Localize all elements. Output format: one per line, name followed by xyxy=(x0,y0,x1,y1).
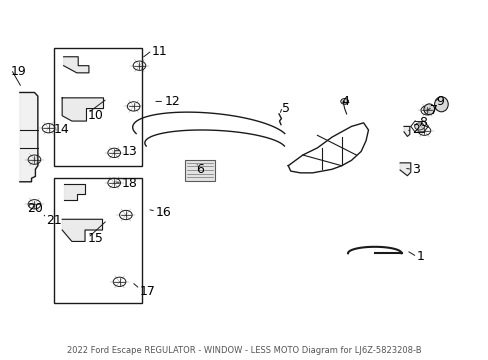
Circle shape xyxy=(340,99,348,104)
Polygon shape xyxy=(63,57,89,73)
Text: 11: 11 xyxy=(152,45,167,58)
Text: 3: 3 xyxy=(411,163,419,176)
Bar xyxy=(54,178,142,303)
Text: 20: 20 xyxy=(27,202,42,215)
Polygon shape xyxy=(62,98,103,121)
Text: 15: 15 xyxy=(88,233,103,246)
Text: 13: 13 xyxy=(122,145,138,158)
Text: 16: 16 xyxy=(156,206,171,219)
Text: 18: 18 xyxy=(122,177,138,190)
Ellipse shape xyxy=(423,104,434,114)
Text: 2022 Ford Escape REGULATOR - WINDOW - LESS MOTO Diagram for LJ6Z-5823208-B: 2022 Ford Escape REGULATOR - WINDOW - LE… xyxy=(67,346,421,355)
Ellipse shape xyxy=(434,97,447,112)
Text: 8: 8 xyxy=(419,116,427,129)
Text: 7: 7 xyxy=(429,104,437,117)
Bar xyxy=(54,48,142,166)
Polygon shape xyxy=(62,219,102,242)
Polygon shape xyxy=(63,184,85,200)
Text: 10: 10 xyxy=(88,109,103,122)
Polygon shape xyxy=(399,163,410,176)
Text: 1: 1 xyxy=(416,250,424,263)
Polygon shape xyxy=(403,126,409,136)
Text: 12: 12 xyxy=(164,95,180,108)
Text: 9: 9 xyxy=(436,95,444,108)
Text: 6: 6 xyxy=(196,163,203,176)
Polygon shape xyxy=(20,93,38,182)
Text: 5: 5 xyxy=(282,102,290,115)
Text: 17: 17 xyxy=(140,285,156,298)
Text: 4: 4 xyxy=(341,95,349,108)
Text: 21: 21 xyxy=(46,213,62,226)
Circle shape xyxy=(414,123,424,130)
Bar xyxy=(185,160,215,181)
Text: 2: 2 xyxy=(411,123,419,136)
Text: 14: 14 xyxy=(54,123,69,136)
Text: 19: 19 xyxy=(11,64,27,77)
